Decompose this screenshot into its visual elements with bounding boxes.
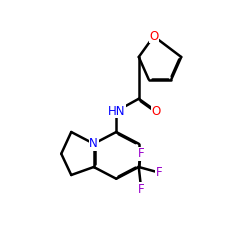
Text: O: O — [149, 30, 158, 43]
Text: F: F — [138, 183, 144, 196]
Text: O: O — [152, 105, 161, 118]
Text: F: F — [138, 147, 144, 160]
Text: F: F — [156, 166, 162, 179]
Text: HN: HN — [108, 105, 125, 118]
Text: N: N — [90, 137, 98, 150]
